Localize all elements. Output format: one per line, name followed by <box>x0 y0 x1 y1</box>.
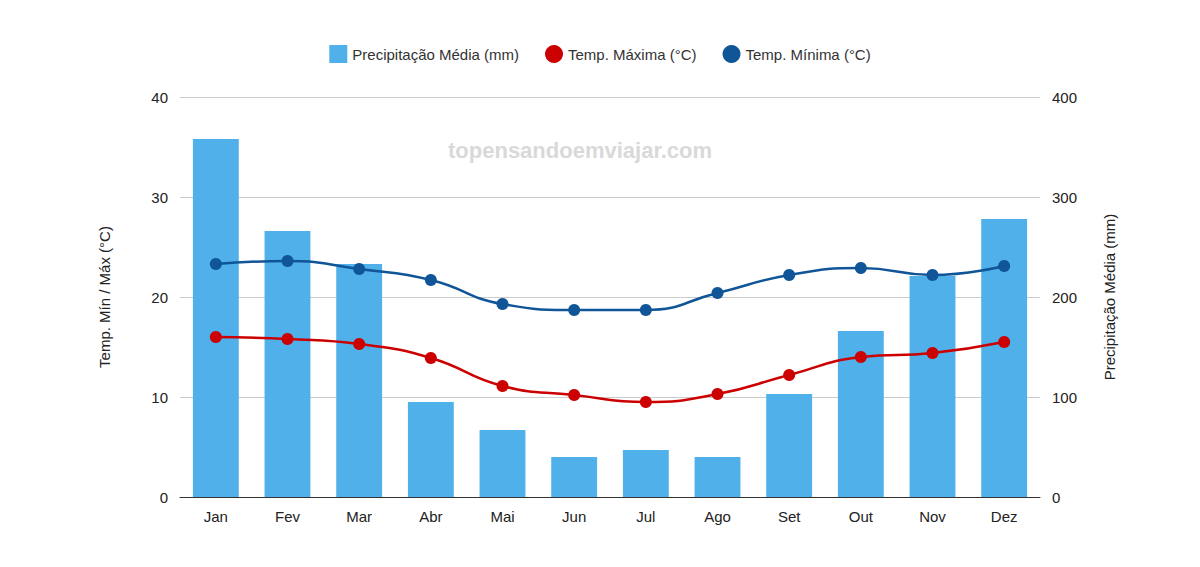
svg-text:Temp. Mín / Máx (°C): Temp. Mín / Máx (°C) <box>96 226 113 368</box>
svg-text:30: 30 <box>151 189 168 206</box>
svg-text:Jul: Jul <box>636 508 655 525</box>
svg-text:Temp. Mínima (°C): Temp. Mínima (°C) <box>746 46 871 63</box>
svg-text:Mai: Mai <box>490 508 514 525</box>
svg-text:Out: Out <box>849 508 874 525</box>
svg-text:300: 300 <box>1052 189 1077 206</box>
svg-text:400: 400 <box>1052 89 1077 106</box>
svg-text:Fev: Fev <box>275 508 301 525</box>
svg-text:topensandoemviajar.com: topensandoemviajar.com <box>448 138 712 163</box>
svg-text:0: 0 <box>1052 489 1060 506</box>
svg-text:Dez: Dez <box>991 508 1018 525</box>
svg-text:40: 40 <box>151 89 168 106</box>
svg-text:20: 20 <box>151 289 168 306</box>
svg-text:100: 100 <box>1052 389 1077 406</box>
svg-text:Precipitação Média (mm): Precipitação Média (mm) <box>352 46 519 63</box>
svg-text:Temp. Máxima (°C): Temp. Máxima (°C) <box>568 46 697 63</box>
svg-text:Jun: Jun <box>562 508 586 525</box>
svg-text:10: 10 <box>151 389 168 406</box>
svg-text:Abr: Abr <box>419 508 442 525</box>
svg-text:Ago: Ago <box>704 508 731 525</box>
svg-text:200: 200 <box>1052 289 1077 306</box>
svg-text:Mar: Mar <box>346 508 372 525</box>
svg-text:0: 0 <box>160 489 168 506</box>
svg-text:Precipitação Média (mm): Precipitação Média (mm) <box>1101 214 1118 381</box>
svg-text:Set: Set <box>778 508 801 525</box>
svg-text:Jan: Jan <box>204 508 228 525</box>
svg-text:Nov: Nov <box>919 508 946 525</box>
